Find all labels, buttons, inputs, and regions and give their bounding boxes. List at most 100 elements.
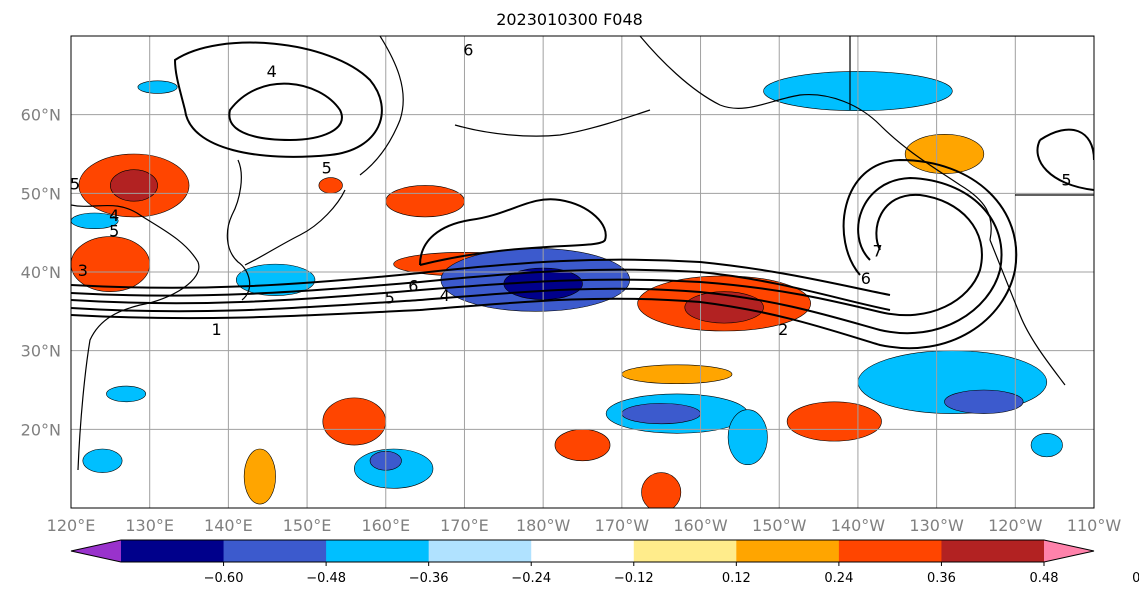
anomaly-patch-negative xyxy=(621,403,701,425)
contour-line xyxy=(71,268,891,311)
latitude-tick-label: 60°N xyxy=(21,106,61,125)
contour-line xyxy=(71,158,1018,350)
colorbar-swatch xyxy=(736,540,840,562)
longitude-tick-label: 170°E xyxy=(440,516,489,535)
colorbar-tick-label: 0.48 xyxy=(1030,571,1059,586)
anomaly-patch-negative xyxy=(71,212,119,230)
colorbar-tick-label: 0.24 xyxy=(824,571,853,586)
longitude-tick-label: 150°W xyxy=(752,516,807,535)
colorbar-extend-low xyxy=(71,540,121,562)
colorbar-tick-label: −0.60 xyxy=(204,571,244,586)
anomaly-patch-negative xyxy=(82,448,123,473)
anomaly-patch-positive xyxy=(904,134,985,174)
longitude-tick-label: 140°E xyxy=(204,516,253,535)
colorbar-tick-label: −0.36 xyxy=(409,571,449,586)
canada-border xyxy=(849,36,1094,196)
coastlines xyxy=(71,36,1094,471)
contour-label: 5 xyxy=(109,222,119,241)
anomaly-patch-negative xyxy=(137,80,178,94)
alaska-coast xyxy=(639,36,992,241)
contour-label: 5 xyxy=(385,288,395,307)
latitude-labels: 20°N 30°N 40°N 50°N 60°N xyxy=(21,106,61,440)
contour-label: 4 xyxy=(267,62,277,81)
anomaly-patch-positive-strong xyxy=(110,169,158,202)
longitude-tick-label: 110°W xyxy=(1067,516,1122,535)
contour-label: 5 xyxy=(322,159,332,178)
latitude-tick-label: 20°N xyxy=(21,420,61,439)
colorbar-extend-high xyxy=(1044,540,1094,562)
colorbar-swatch xyxy=(326,540,430,562)
contour-label: 7 xyxy=(873,241,883,260)
colorbar-tick-label: −0.48 xyxy=(306,571,346,586)
latitude-tick-label: 50°N xyxy=(21,184,61,203)
longitude-tick-label: 130°W xyxy=(909,516,964,535)
longitude-tick-label: 180°W xyxy=(516,516,571,535)
contour-line xyxy=(71,193,983,317)
graticule xyxy=(71,36,1094,508)
colorbar-tick-label: 0.12 xyxy=(722,571,751,586)
contour-label: 4 xyxy=(440,286,450,305)
anomaly-patch-positive xyxy=(554,429,611,462)
longitude-tick-label: 150°E xyxy=(283,516,332,535)
colorbar-swatch xyxy=(941,540,1045,562)
longitude-tick-label: 160°E xyxy=(361,516,410,535)
contour-line xyxy=(71,258,891,296)
contour-line xyxy=(173,41,383,158)
anomaly-patch-positive xyxy=(786,401,882,442)
contour-label: 5 xyxy=(70,174,80,193)
contour-label: 4 xyxy=(109,206,119,225)
north-america-coast xyxy=(989,239,1066,386)
contour-label: 6 xyxy=(408,277,418,296)
contour-line xyxy=(1036,128,1094,191)
longitude-tick-label: 170°W xyxy=(595,516,650,535)
colorbar-swatch xyxy=(531,540,635,562)
latitude-tick-label: 40°N xyxy=(21,263,61,282)
contour-label: 6 xyxy=(861,269,871,288)
longitude-tick-label: 140°W xyxy=(831,516,886,535)
map-frame xyxy=(70,35,1095,509)
height-contours xyxy=(71,41,1094,350)
colorbar-tick-label: −0.24 xyxy=(511,571,551,586)
colorbar-tick-label: 0.36 xyxy=(927,571,956,586)
map-title: 2023010300 F048 xyxy=(496,10,643,29)
anomaly-patch-positive xyxy=(243,448,276,505)
colorbar-swatch xyxy=(838,540,942,562)
anomaly-patch-negative xyxy=(944,389,1024,414)
colorbar-swatch xyxy=(633,540,737,562)
longitude-tick-label: 120°E xyxy=(47,516,96,535)
aleutian-arc xyxy=(454,109,651,137)
colorbar: −0.60 −0.48 −0.36 −0.24 −0.12 0.12 0.24 0.36 0.4… xyxy=(70,539,1139,586)
anomaly-patch-positive xyxy=(318,177,343,194)
colorbar-tick-label: −0.12 xyxy=(614,571,654,586)
anomaly-patch-positive xyxy=(322,397,387,446)
contour-label: 2 xyxy=(778,320,788,339)
colorbar-swatch xyxy=(121,540,225,562)
anomaly-patch-positive xyxy=(385,185,465,218)
anomaly-patch-negative xyxy=(106,385,147,403)
contour-label: 3 xyxy=(78,261,88,280)
anomaly-patch-negative xyxy=(727,409,768,466)
longitude-tick-label: 120°W xyxy=(988,516,1043,535)
colorbar-outline xyxy=(70,539,1095,563)
colorbar-tick-label: 0.60 xyxy=(1132,571,1139,586)
longitude-tick-label: 160°W xyxy=(673,516,728,535)
longitude-labels: 120°E 130°E 140°E 150°E 160°E 170°E 180°W 170°W… xyxy=(47,516,1122,535)
contour-line xyxy=(228,82,343,142)
anomaly-patch-positive xyxy=(621,364,733,385)
anomaly-patch-negative xyxy=(1030,432,1063,458)
colorbar-swatch xyxy=(428,540,532,562)
longitude-tick-label: 130°E xyxy=(125,516,174,535)
kuril-islands xyxy=(244,189,346,266)
anomaly-patch-positive xyxy=(641,472,682,508)
kamchatka-coast xyxy=(226,159,251,301)
bering-coast xyxy=(359,36,404,176)
contour-label: 1 xyxy=(211,320,221,339)
latitude-tick-label: 30°N xyxy=(21,342,61,361)
contour-line xyxy=(71,176,1003,335)
anomaly-patch-positive-strong xyxy=(684,291,764,324)
contour-label: 6 xyxy=(463,41,473,60)
contour-label: 5 xyxy=(1061,170,1071,189)
contour-line xyxy=(419,198,607,266)
